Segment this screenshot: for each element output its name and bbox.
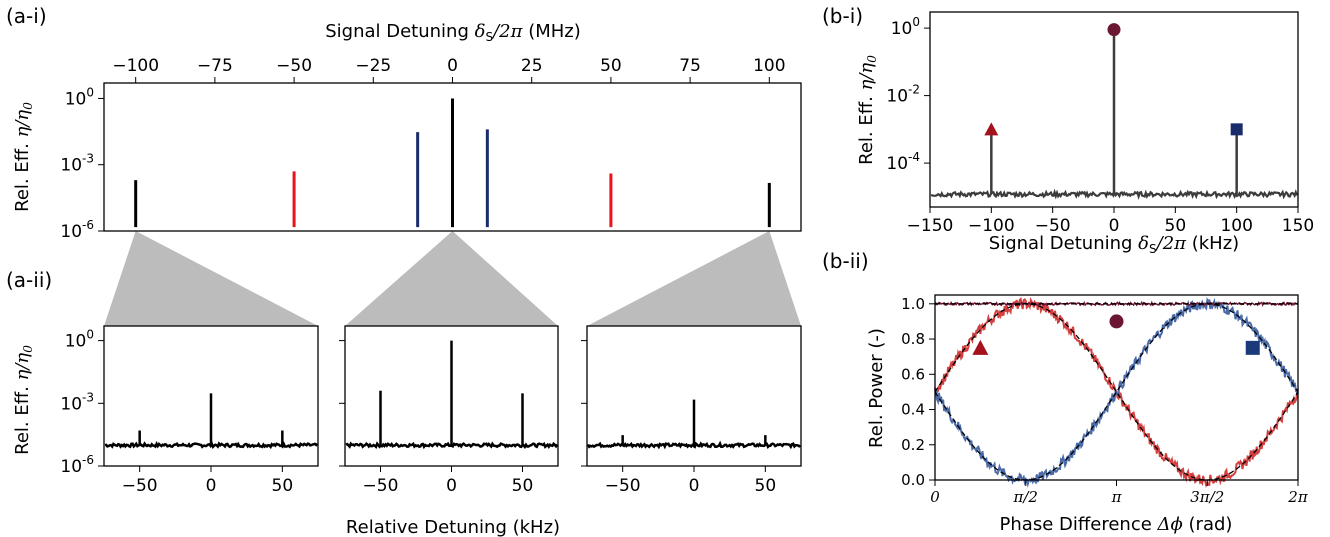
chart-b-ii-ytick-label: 0.4 xyxy=(901,401,925,419)
chart-a-ii-xtick-label: −50 xyxy=(363,476,399,496)
chart-a-i-ytick-label: 10-6 xyxy=(60,218,94,242)
chart-b-i-yticks: 100 10-2 10-4 xyxy=(886,15,930,174)
zoom-fill xyxy=(345,231,558,326)
chart-a-ii-xtick-label: 0 xyxy=(446,476,457,496)
square-marker xyxy=(1245,340,1260,355)
chart-a-ii-subpanel: −50 0 50 xyxy=(339,325,559,496)
zoom-fills xyxy=(104,231,801,326)
chart-b-i-ytick-label: 10-4 xyxy=(886,150,920,174)
chart-a-i-xtick-label: 75 xyxy=(679,56,701,76)
chart-a-i-ylabel: Rel. Eff. η/η0 xyxy=(12,102,35,212)
chart-b-i-ylabel: Rel. Eff. η/η0 xyxy=(856,55,879,165)
chart-b-ii-xlabel: Phase Difference Δϕ (rad) xyxy=(1000,514,1233,535)
chart-b-ii-yticks: 0.0 0.2 0.4 0.6 0.8 1.0 xyxy=(901,295,935,489)
zoom-fill xyxy=(104,231,318,326)
chart-b-ii-ytick-label: 1.0 xyxy=(901,295,925,313)
chart-b-i-trace xyxy=(931,29,1299,201)
chart-a-ii-xtick-label: 0 xyxy=(206,476,217,496)
chart-a-i-xtick-label: 100 xyxy=(753,56,785,76)
chart-a-i-peaks xyxy=(134,98,771,228)
circle-marker xyxy=(1109,314,1124,329)
chart-b-i-xtick-label: −100 xyxy=(968,216,1015,236)
chart-b-ii-traces xyxy=(934,296,1299,488)
chart-a-ii-subpanel: −50 0 50 100 10-3 10-6 xyxy=(60,325,319,496)
triangle-marker xyxy=(984,122,999,136)
chart-b-i-xtick-label: 100 xyxy=(1220,216,1252,236)
chart-b-ii-markers xyxy=(972,314,1260,355)
chart-a-ii-xtick-label: 50 xyxy=(512,476,534,496)
chart-a-ii-xtick-label: 50 xyxy=(755,476,777,496)
chart-b-ii-fit-red xyxy=(934,303,1299,481)
chart-a-ii: −50 0 50 100 10-3 10-6 −50 0 50 −50 0 50 xyxy=(60,325,802,496)
panel-label-b-i: (b-i) xyxy=(822,4,863,28)
zoom-fill xyxy=(587,231,801,326)
chart-b-i-xlabel: Signal Detuning δS/2π (kHz) xyxy=(989,233,1239,256)
circle-marker xyxy=(1107,23,1121,37)
chart-b-i-xtick-label: −150 xyxy=(907,216,954,236)
chart-b-i-xtick-label: 50 xyxy=(1165,216,1187,236)
chart-a-i-xticks: −100 −75 −50 −25 0 25 50 75 100 xyxy=(112,56,786,83)
panel-label-b-ii: (b-ii) xyxy=(822,249,869,273)
chart-b-ii-xtick-label: 0 xyxy=(930,488,940,506)
chart-b-ii-xticks: 0 π/2 π 3π/2 2π xyxy=(930,480,1309,506)
chart-a-ii-xtick-label: −50 xyxy=(122,476,158,496)
chart-b-ii-ytick-label: 0.2 xyxy=(901,436,925,454)
chart-b-ii-ytick-label: 0.8 xyxy=(901,330,925,348)
chart-a-i-ytick-label: 100 xyxy=(65,85,94,109)
chart-b-i-ytick-label: 100 xyxy=(891,15,920,39)
chart-a-i-xtick-label: −75 xyxy=(197,56,233,76)
chart-a-i-xtick-label: −100 xyxy=(112,56,159,76)
chart-a-ii-ylabel: Rel. Eff. η/η0 xyxy=(12,345,35,455)
chart-b-ii-ylabel: Rel. Power (-) xyxy=(866,328,887,448)
chart-b-ii-xtick-label: 3π/2 xyxy=(1190,488,1224,506)
chart-a-i: −100 −75 −50 −25 0 25 50 75 100 100 10-3 10-6 Sign… xyxy=(12,21,802,242)
chart-b-ii-trace-blue xyxy=(934,296,1299,488)
chart-a-i-xtick-label: 50 xyxy=(600,56,622,76)
chart-b-ii-trace-total xyxy=(934,300,1299,307)
panel-label-a-ii: (a-ii) xyxy=(6,268,52,292)
chart-b-i-xtick-label: −50 xyxy=(1035,216,1071,236)
triangle-marker xyxy=(972,339,989,355)
chart-a-ii-xtick-label: −50 xyxy=(605,476,641,496)
chart-a-ii-subpanel: −50 0 50 xyxy=(581,325,802,496)
chart-b-ii-xtick-label: π xyxy=(1111,488,1123,506)
chart-a-i-ytick-label: 10-3 xyxy=(60,152,94,176)
chart-b-i-xtick-label: 150 xyxy=(1282,216,1314,236)
chart-b-ii-fit-blue xyxy=(934,303,1299,481)
chart-b-ii-xtick-label: 2π xyxy=(1287,488,1309,506)
chart-a-i-xlabel: Signal Detuning δS/2π (MHz) xyxy=(325,21,581,44)
chart-b-i-xtick-label: 0 xyxy=(1109,216,1120,236)
chart-a-i-xtick-label: −25 xyxy=(355,56,391,76)
chart-a-ii-ytick-label: 10-6 xyxy=(60,453,94,477)
panel-label-a-i: (a-i) xyxy=(6,4,47,28)
chart-a-i-xtick-label: 25 xyxy=(521,56,543,76)
chart-a-ii-ytick-label: 10-3 xyxy=(60,390,94,414)
chart-a-ii-xtick-label: 50 xyxy=(272,476,294,496)
chart-b-i-ytick-label: 10-2 xyxy=(886,83,920,107)
chart-b-i-markers xyxy=(984,23,1243,136)
chart-b-ii: 0 π/2 π 3π/2 2π 0.0 0.2 0.4 0.6 0.8 1.0 Phase Dif… xyxy=(866,294,1309,535)
chart-b-ii-ytick-label: 0.6 xyxy=(901,365,925,383)
chart-a-i-xtick-label: −50 xyxy=(276,56,312,76)
chart-b-ii-xtick-label: π/2 xyxy=(1013,488,1038,506)
chart-b-ii-ytick-label: 0.0 xyxy=(901,471,925,489)
chart-a-ii-xtick-label: 0 xyxy=(689,476,700,496)
chart-b-i: −150 −100 −50 0 50 100 150 100 10-2 10-4 Signal … xyxy=(856,11,1314,256)
chart-a-i-xtick-label: 0 xyxy=(447,56,458,76)
square-marker xyxy=(1230,123,1243,136)
chart-a-i-yticks: 100 10-3 10-6 xyxy=(60,85,104,242)
chart-a-ii-noise-trace xyxy=(345,441,559,450)
chart-a-ii-xlabel: Relative Detuning (kHz) xyxy=(346,517,560,537)
chart-a-ii-ytick-label: 100 xyxy=(65,328,94,352)
chart-b-i-xticks: −150 −100 −50 0 50 100 150 xyxy=(907,207,1314,236)
